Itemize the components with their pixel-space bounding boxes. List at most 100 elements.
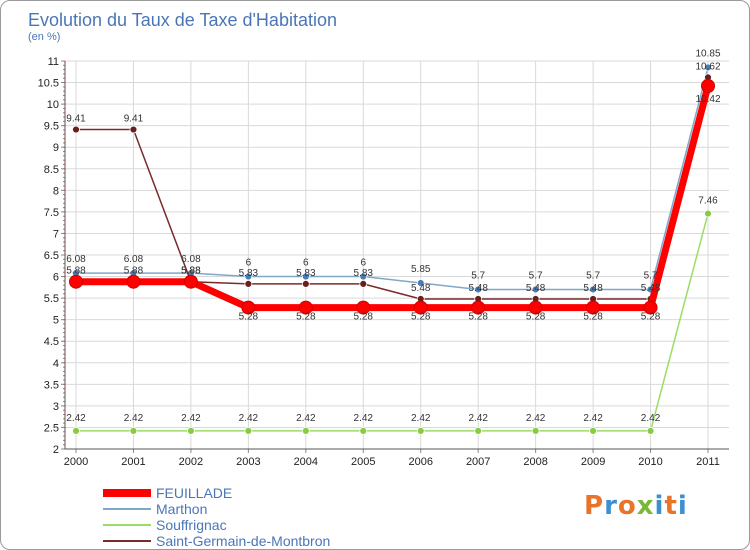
y-minor-tick	[63, 409, 65, 411]
y-minor-tick	[63, 258, 65, 260]
data-label: 2.42	[411, 413, 431, 424]
legend-label: Souffrignac	[156, 517, 227, 533]
logo-letter: t	[664, 491, 678, 521]
y-minor-tick	[63, 435, 65, 437]
y-minor-tick	[63, 336, 65, 338]
chart-title: Evolution du Taux de Taxe d'Habitation	[28, 10, 337, 30]
data-label: 5.83	[239, 268, 259, 279]
data-point	[72, 426, 80, 435]
y-minor-tick	[63, 301, 65, 303]
x-tick-label: 2002	[179, 456, 203, 468]
data-label: 2.42	[526, 413, 546, 424]
y-minor-tick	[63, 392, 65, 394]
logo-letter: P	[584, 491, 605, 521]
data-label: 6	[303, 258, 309, 269]
y-minor-tick	[63, 146, 65, 148]
data-point	[589, 426, 597, 435]
x-tick-label: 2000	[64, 456, 88, 468]
data-point	[359, 426, 368, 435]
data-label: 6	[360, 258, 366, 269]
y-minor-tick	[63, 353, 65, 355]
y-minor-tick	[63, 340, 65, 342]
data-label: 5.28	[526, 312, 546, 323]
data-label: 5.88	[181, 266, 201, 277]
data-point	[704, 209, 712, 218]
data-label: 5.88	[181, 266, 201, 277]
y-tick-label: 9	[53, 142, 59, 154]
y-minor-tick	[63, 250, 65, 252]
y-minor-tick	[63, 176, 65, 178]
data-point	[301, 279, 310, 288]
x-tick-label: 2001	[121, 456, 145, 468]
y-minor-tick	[63, 293, 65, 295]
data-point	[646, 426, 655, 435]
y-tick-label: 3	[53, 401, 59, 413]
y-minor-tick	[63, 366, 65, 368]
y-minor-tick	[63, 133, 65, 135]
data-label: 5.28	[296, 312, 316, 323]
data-label: 7.46	[698, 196, 718, 207]
y-minor-tick	[63, 60, 65, 62]
y-minor-tick	[63, 267, 65, 269]
y-tick-label: 3.5	[44, 379, 59, 391]
legend: FEUILLADEMarthonSouffrignacSaint-Germain…	[103, 485, 330, 549]
data-point	[531, 285, 540, 294]
data-label: 5.28	[468, 312, 488, 323]
y-minor-tick	[63, 431, 65, 433]
data-point	[586, 300, 601, 315]
y-minor-tick	[63, 362, 65, 364]
y-tick-label: 6	[53, 272, 59, 284]
legend-label: FEUILLADE	[156, 485, 232, 501]
data-point	[244, 279, 253, 288]
data-point	[701, 79, 715, 94]
data-label: 5.28	[641, 312, 661, 323]
y-minor-tick	[63, 159, 65, 161]
data-label: 5.7	[644, 270, 658, 281]
y-minor-tick	[63, 151, 65, 153]
y-minor-tick	[63, 263, 65, 265]
legend-label: Marthon	[156, 501, 207, 517]
y-tick-label: 8	[53, 185, 59, 197]
data-label: 5.83	[296, 268, 316, 279]
data-label: 5.85	[411, 264, 431, 275]
y-minor-tick	[63, 332, 65, 334]
axes	[61, 60, 729, 453]
data-label: 5.7	[529, 270, 543, 281]
y-minor-tick	[63, 232, 65, 234]
y-minor-tick	[63, 254, 65, 256]
logo-letter: x	[636, 491, 655, 521]
y-minor-tick	[63, 202, 65, 204]
data-point	[129, 125, 138, 134]
y-minor-tick	[63, 375, 65, 377]
data-label: 5.48	[526, 283, 546, 294]
y-tick-label: 7.5	[44, 207, 59, 219]
y-minor-tick	[63, 379, 65, 381]
logo-letter: r	[604, 491, 618, 521]
x-tick-label: 2004	[294, 456, 318, 468]
y-minor-tick	[63, 396, 65, 398]
y-minor-tick	[63, 69, 65, 71]
y-tick-label: 10.5	[38, 78, 59, 90]
y-tick-label: 6.5	[44, 250, 59, 262]
y-minor-tick	[63, 357, 65, 359]
y-minor-tick	[63, 155, 65, 157]
y-minor-tick	[63, 107, 65, 109]
y-minor-tick	[63, 314, 65, 316]
data-label: 6	[246, 258, 252, 269]
y-minor-tick	[63, 224, 65, 226]
y-minor-tick	[63, 198, 65, 200]
y-minor-tick	[63, 99, 65, 101]
y-minor-tick	[63, 211, 65, 213]
data-label: 5.7	[471, 270, 485, 281]
data-point	[474, 285, 483, 294]
data-label: 2.42	[239, 413, 259, 424]
y-minor-tick	[63, 383, 65, 385]
data-point	[589, 285, 597, 294]
data-label: 5.28	[583, 312, 603, 323]
x-tick-label: 2006	[408, 456, 432, 468]
x-tick-label: 2011	[696, 456, 720, 468]
data-point	[416, 279, 425, 287]
x-axis-ticks: 2000 2001 2002 2003 2004 2005 2006 2007 2008 2009…	[64, 456, 720, 468]
x-tick-label: 2003	[236, 456, 260, 468]
